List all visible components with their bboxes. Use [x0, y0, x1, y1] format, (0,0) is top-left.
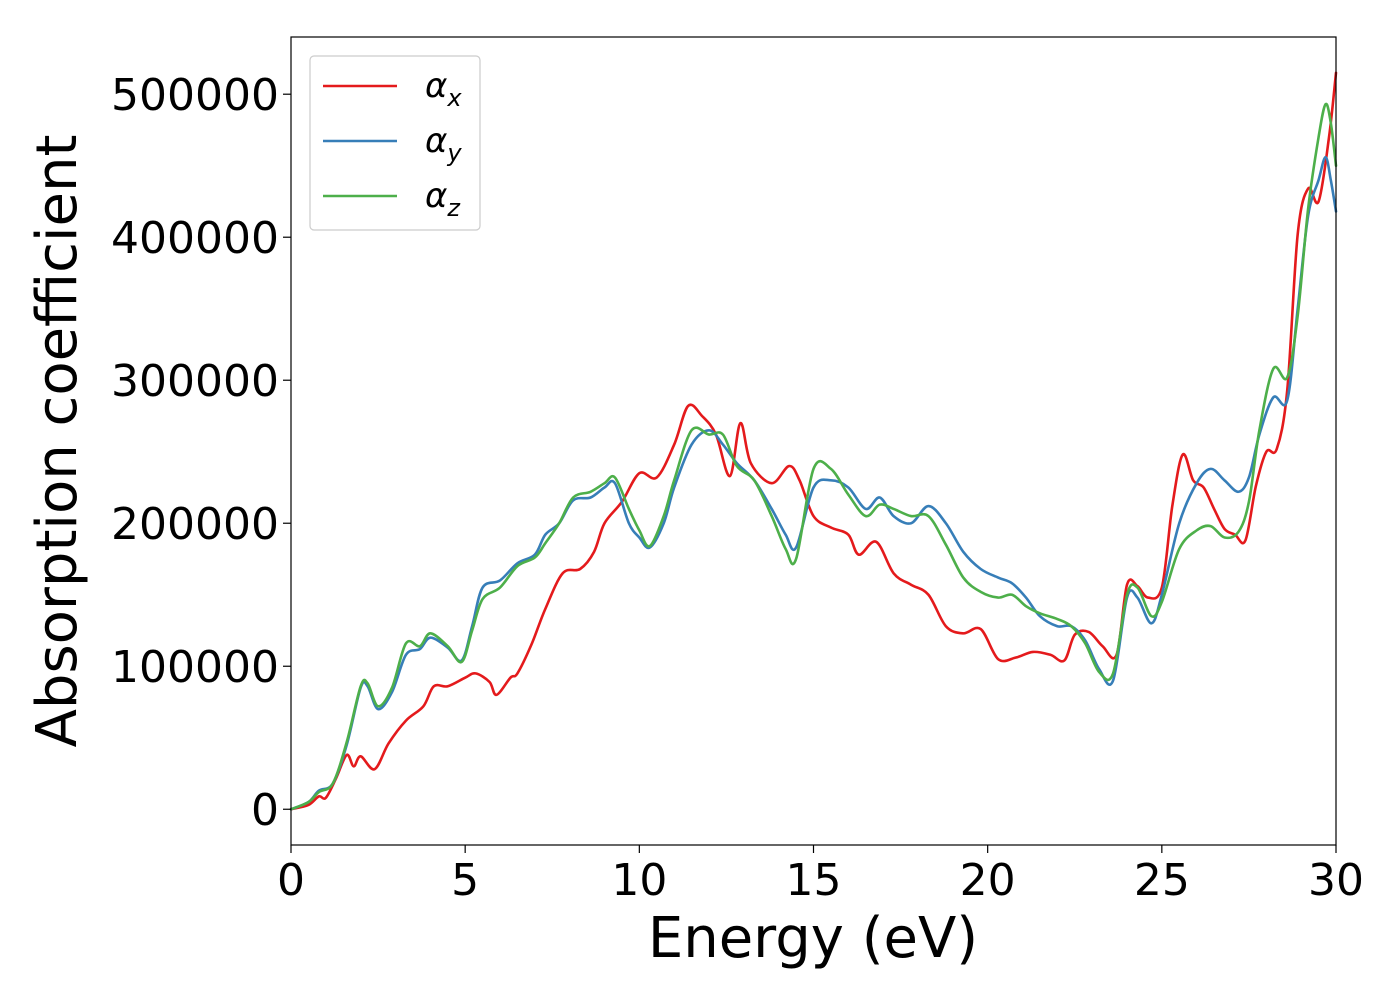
- x-axis: 0 5 10 15 20 25 30: [277, 845, 1364, 906]
- y-tick-label: 0: [251, 785, 279, 836]
- y-axis-title: Absorption coefficient: [25, 135, 90, 748]
- x-tick-label: 15: [786, 855, 842, 906]
- y-tick-label: 300000: [111, 356, 279, 407]
- y-tick-label: 200000: [111, 499, 279, 550]
- series-line-alpha-x: [289, 71, 1338, 811]
- y-tick-label: 100000: [111, 642, 279, 693]
- series-lines: [289, 71, 1338, 811]
- legend-box: [309, 55, 481, 231]
- x-axis-title: Energy (eV): [648, 906, 978, 971]
- x-tick-label: 30: [1308, 855, 1364, 906]
- y-tick-label: 500000: [111, 70, 279, 121]
- series-line-alpha-y: [289, 155, 1338, 811]
- y-tick-label: 400000: [111, 213, 279, 264]
- x-tick-label: 0: [277, 855, 305, 906]
- x-tick-label: 25: [1134, 855, 1190, 906]
- y-axis: 0 100000 200000 300000 400000 500000: [111, 70, 291, 836]
- x-tick-label: 10: [611, 855, 667, 906]
- series-line-alpha-z: [289, 102, 1338, 811]
- x-tick-label: 20: [960, 855, 1016, 906]
- x-tick-label: 5: [451, 855, 479, 906]
